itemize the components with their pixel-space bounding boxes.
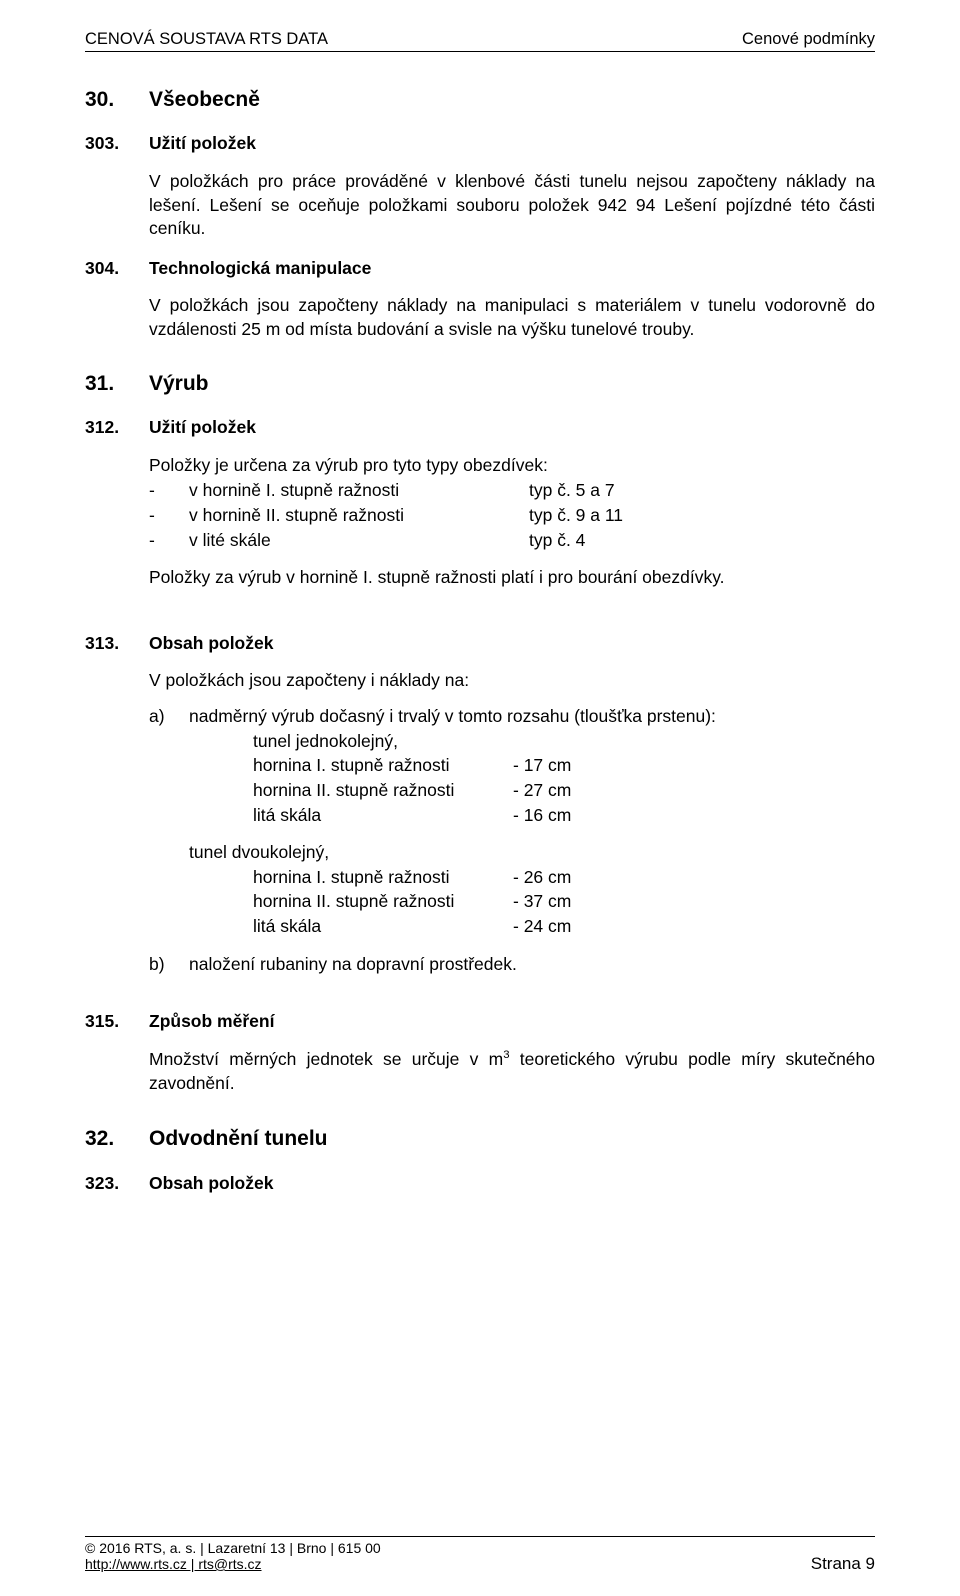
group-title: tunel jednokolejný, (253, 730, 875, 754)
section-315-body: Množství měrných jednotek se určuje v m3… (149, 1048, 875, 1095)
sub-item: hornina I. stupně ražnosti - 17 cm (253, 754, 875, 778)
list-item: - v hornině I. stupně ražnosti typ č. 5 … (149, 479, 875, 503)
section-32-heading: 32. Odvodnění tunelu (85, 1125, 875, 1153)
section-312-post: Položky za výrub v hornině I. stupně raž… (149, 566, 875, 590)
header-left: CENOVÁ SOUSTAVA RTS DATA (85, 30, 328, 49)
footer-line-2: http://www.rts.cz | rts@rts.cz (85, 1556, 875, 1572)
sub-item: hornina I. stupně ražnosti - 26 cm (253, 866, 875, 890)
footer-line-1: © 2016 RTS, a. s. | Lazaretní 13 | Brno … (85, 1540, 875, 1556)
section-304-heading: 304. Technologická manipulace (85, 257, 875, 281)
section-32-num: 32. (85, 1125, 149, 1153)
section-323-num: 323. (85, 1172, 149, 1196)
list-item-b: b) naložení rubaniny na dopravní prostře… (149, 953, 875, 977)
section-30-num: 30. (85, 86, 149, 114)
section-323-heading: 323. Obsah položek (85, 1172, 875, 1196)
section-31-heading: 31. Výrub (85, 370, 875, 398)
list-item-a: a) nadměrný výrub dočasný i trvalý v tom… (149, 705, 875, 729)
sub-item: hornina II. stupně ražnosti - 27 cm (253, 779, 875, 803)
section-32-title: Odvodnění tunelu (149, 1125, 328, 1153)
footer-rule (85, 1536, 875, 1537)
section-31-num: 31. (85, 370, 149, 398)
section-304-title: Technologická manipulace (149, 257, 371, 281)
section-312-title: Užití položek (149, 416, 256, 440)
section-303-heading: 303. Užití položek (85, 132, 875, 156)
list-item: - v lité skále typ č. 4 (149, 529, 875, 553)
section-303-title: Užití položek (149, 132, 256, 156)
list-item: - v hornině II. stupně ražnosti typ č. 9… (149, 504, 875, 528)
section-31-title: Výrub (149, 370, 209, 398)
section-304-num: 304. (85, 257, 149, 281)
group-title: tunel dvoukolejný, (189, 841, 875, 865)
sub-item: litá skála - 24 cm (253, 915, 875, 939)
section-313-heading: 313. Obsah položek (85, 632, 875, 656)
section-312-intro: Položky je určena za výrub pro tyto typy… (149, 454, 875, 478)
section-315-heading: 315. Způsob měření (85, 1010, 875, 1034)
sub-item: litá skála - 16 cm (253, 804, 875, 828)
section-303-body: V položkách pro práce prováděné v klenbo… (149, 170, 875, 241)
section-30-heading: 30. Všeobecně (85, 86, 875, 114)
section-323-title: Obsah položek (149, 1172, 273, 1196)
section-312-heading: 312. Užití položek (85, 416, 875, 440)
sub-item: hornina II. stupně ražnosti - 37 cm (253, 890, 875, 914)
section-30-title: Všeobecně (149, 86, 260, 114)
section-313-title: Obsah položek (149, 632, 273, 656)
section-312-num: 312. (85, 416, 149, 440)
header-right: Cenové podmínky (742, 30, 875, 49)
section-313-num: 313. (85, 632, 149, 656)
page-footer: © 2016 RTS, a. s. | Lazaretní 13 | Brno … (85, 1536, 875, 1572)
page-number: Strana 9 (811, 1554, 875, 1574)
section-315-num: 315. (85, 1010, 149, 1034)
section-315-title: Způsob měření (149, 1010, 274, 1034)
section-303-num: 303. (85, 132, 149, 156)
section-304-body: V položkách jsou započteny náklady na ma… (149, 294, 875, 341)
section-313-intro: V položkách jsou započteny i náklady na: (149, 669, 875, 693)
